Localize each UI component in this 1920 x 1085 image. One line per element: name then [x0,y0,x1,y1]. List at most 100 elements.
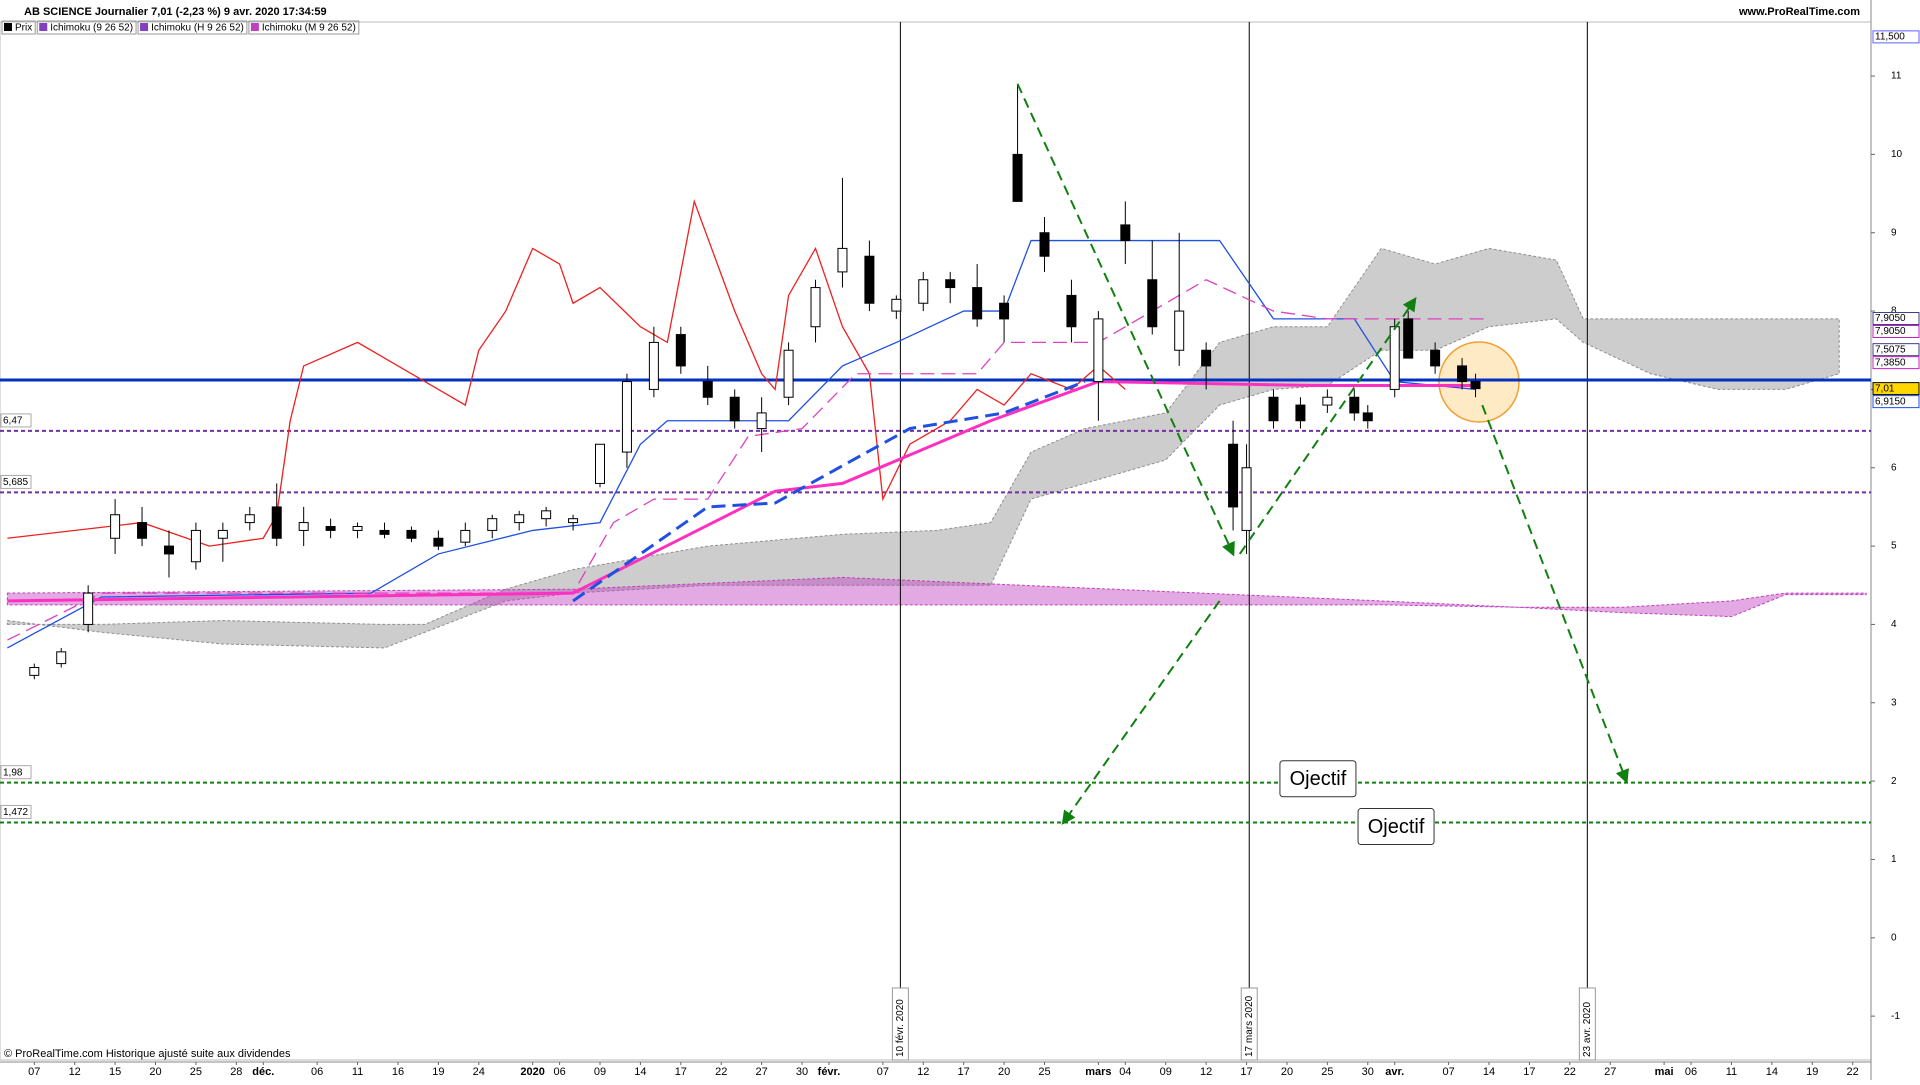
x-tick-label: 15 [109,1066,121,1078]
x-tick-label: mai [1655,1066,1674,1078]
x-tick-label: 16 [392,1066,404,1078]
price-label-box [1872,395,1920,409]
candle-body [433,537,444,547]
indicator-line [572,380,1086,603]
indicator-line [7,380,1476,603]
candle-body [406,529,417,539]
candle-body [864,255,875,304]
legend-frame [248,20,360,35]
price-label: 7,3850 [1875,357,1906,368]
candle-body [110,514,121,539]
chart-title: AB SCIENCE Journalier 7,01 (-2,23 %) 9 a… [24,6,327,18]
candle-body [568,518,579,524]
candle-body [621,381,632,453]
level-label-box [0,765,32,780]
x-tick-label: 09 [594,1066,606,1078]
level-label: 1,98 [3,767,23,778]
candle-body [945,279,956,289]
candle-body [514,514,525,524]
level-label: 1,472 [3,807,28,818]
annotation-box [1279,760,1357,798]
indicator-line [7,239,1476,649]
y-tick-label: 1 [1891,854,1897,865]
x-tick-label: 07 [877,1066,889,1078]
candle-body [595,443,606,484]
price-label: 7,9050 [1875,326,1906,337]
price-label-box [1872,382,1920,396]
candle-body [298,522,309,531]
candle-body [675,334,686,367]
x-tick-label: 11 [352,1066,363,1078]
candle-body [837,247,848,273]
price-label: 7,01 [1875,383,1895,394]
candle-body [810,287,821,328]
x-tick-label: 17 [675,1066,687,1078]
candle-body [1322,396,1333,406]
candle-body [217,529,228,539]
price-label: 6,9150 [1875,396,1906,407]
candle-body [163,545,174,555]
event-label: 10 févr. 2020 [895,999,906,1057]
legend-label: Ichimoku (9 26 52) [50,23,133,34]
y-tick-label: 2 [1891,776,1897,787]
y-tick-label: 4 [1891,619,1897,630]
candle-body [648,341,659,390]
candle-body [1362,412,1373,422]
footer-note: © ProRealTime.com Historique ajusté suit… [4,1048,291,1060]
legend-box [39,23,48,31]
x-tick-label: 22 [1564,1066,1576,1078]
x-tick-label: 22 [715,1066,727,1078]
x-tick-label: 27 [756,1066,768,1078]
candle-body [1295,404,1306,422]
x-tick-label: 06 [311,1066,323,1078]
x-tick-label: 24 [473,1066,485,1078]
legend-box [4,23,12,31]
y-tick-label: 3 [1891,697,1897,708]
x-tick-label: 27 [1604,1066,1616,1078]
x-tick-label: déc. [252,1066,274,1078]
candle-body [756,412,767,430]
x-tick-label: 17 [1240,1066,1252,1078]
candle-body [190,529,201,563]
candle-body [891,298,902,312]
candle-body [1268,396,1279,422]
y-tick-label: 6 [1891,462,1897,473]
price-label-box [1872,312,1920,326]
candle-body [1039,232,1050,257]
x-tick-label: 19 [432,1066,444,1078]
legend-frame [137,20,248,35]
x-tick-label: 30 [1362,1066,1374,1078]
x-tick-label: 19 [1806,1066,1818,1078]
event-label-box [1578,987,1596,1061]
candle-body [999,302,1010,320]
x-tick-label: 14 [1766,1066,1778,1078]
projection-arrow [1238,297,1417,555]
x-tick-label: 06 [1685,1066,1697,1078]
candle-body [918,279,929,304]
y-tick-label: 5 [1891,541,1897,552]
event-label-box [891,987,909,1061]
event-label-box [1240,987,1258,1061]
x-tick-label: 12 [69,1066,81,1078]
candle-body [1120,224,1131,242]
x-tick-label: 07 [28,1066,40,1078]
candle-body [1430,349,1441,367]
candle-body [1093,318,1104,383]
x-tick-label: 20 [149,1066,161,1078]
level-label-box [0,804,32,819]
level-label-box [0,474,32,489]
candle-body [1389,326,1400,390]
y-tick-label: 9 [1891,227,1897,238]
x-tick-label: 20 [1281,1066,1293,1078]
candle-body [729,396,740,422]
projection-arrow [1481,404,1629,784]
candle-body [325,526,336,531]
candle-body [702,381,713,398]
price-label: 7,5075 [1875,344,1906,355]
x-tick-label: févr. [818,1066,841,1078]
candle-body [972,287,983,320]
projection-arrow [1016,83,1235,557]
candle-body [1066,294,1077,328]
x-tick-label: 17 [1523,1066,1535,1078]
